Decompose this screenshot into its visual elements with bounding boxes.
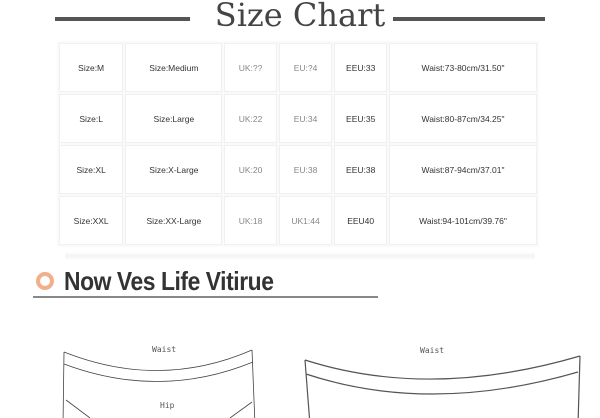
table-row: Size:M Size:Medium UK:?? EU:?4 EEU:33 Waist:7… bbox=[59, 43, 537, 92]
table-cell: Size:M bbox=[59, 43, 124, 92]
table-row: Size:XXL Size:XX-Large UK:18 UK1:44 EEU40 Wai… bbox=[59, 196, 537, 245]
table-cell: Waist:94-101cm/39.76" bbox=[389, 196, 537, 245]
table-cell: Size:Medium bbox=[125, 43, 223, 92]
table-cell: Waist:87-94cm/37.01" bbox=[389, 145, 537, 194]
table-cell: UK:?? bbox=[224, 43, 277, 92]
table-cell: UK1:44 bbox=[278, 196, 333, 245]
table-cell: Size:XXL bbox=[59, 196, 124, 245]
table-cell: Size:L bbox=[59, 94, 124, 143]
brief-sketch-left bbox=[62, 349, 256, 418]
table-row: Size:L Size:Large UK:22 EU:34 EEU:35 Waist:80… bbox=[59, 94, 537, 143]
table-cell: Size:XL bbox=[59, 145, 124, 194]
table-cell: UK:20 bbox=[224, 145, 277, 194]
table-cell: Waist:73-80cm/31.50" bbox=[389, 43, 537, 92]
left-hip-label: Hip bbox=[160, 401, 175, 410]
table-cell: Size:Large bbox=[125, 94, 223, 143]
table-cell: Size:X-Large bbox=[125, 145, 223, 194]
table-cell: UK:18 bbox=[224, 196, 277, 245]
table-row: Size:XL Size:X-Large UK:20 EU:38 EEU:38 Waist… bbox=[59, 145, 537, 194]
table-cell: EEU:33 bbox=[334, 43, 388, 92]
page-title: Size Chart bbox=[0, 0, 600, 34]
table-cell: EU:38 bbox=[278, 145, 333, 194]
table-cell: EEU:38 bbox=[334, 145, 388, 194]
garment-sketches bbox=[62, 349, 581, 418]
right-waist-label: Waist bbox=[420, 346, 445, 355]
brief-sketch-right bbox=[304, 355, 581, 418]
caption-faint bbox=[65, 252, 535, 260]
table-cell: Size:XX-Large bbox=[125, 196, 223, 245]
title-rule-left bbox=[55, 17, 190, 21]
table-cell: EEU:35 bbox=[334, 94, 388, 143]
table-cell: EU:?4 bbox=[278, 43, 333, 92]
heading-underline bbox=[33, 296, 378, 298]
table-cell: EEU40 bbox=[334, 196, 388, 245]
table-cell: UK:22 bbox=[224, 94, 277, 143]
size-table: Size:M Size:Medium UK:?? EU:?4 EEU:33 Waist:7… bbox=[57, 41, 539, 247]
table-cell: Waist:80-87cm/34.25" bbox=[389, 94, 537, 143]
title-rule-right bbox=[385, 17, 545, 21]
left-waist-label: Waist bbox=[152, 345, 177, 354]
circle-bullet-icon bbox=[36, 272, 54, 290]
section-heading: Now Ves Life Vitirue bbox=[64, 266, 274, 296]
table-cell: EU:34 bbox=[278, 94, 333, 143]
